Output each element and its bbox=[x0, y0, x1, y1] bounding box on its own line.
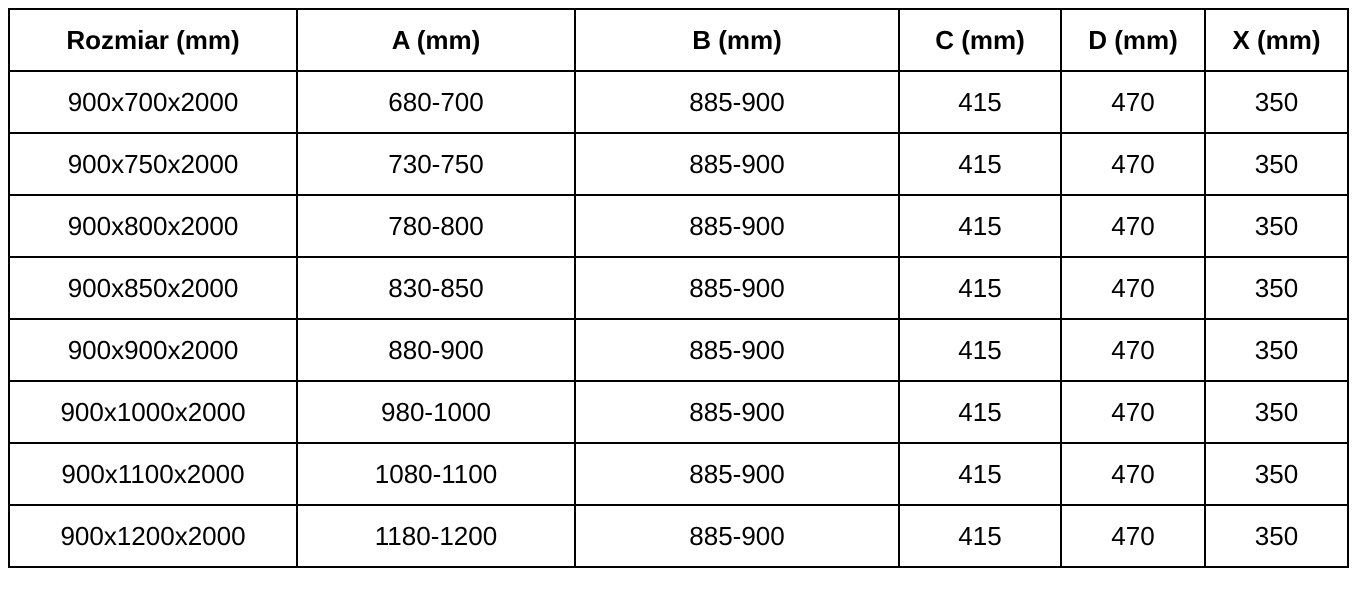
cell-size: 900x1000x2000 bbox=[8, 380, 298, 444]
cell-size: 900x900x2000 bbox=[8, 318, 298, 382]
cell-b: 885-900 bbox=[574, 70, 900, 134]
cell-b: 885-900 bbox=[574, 132, 900, 196]
cell-d: 470 bbox=[1060, 194, 1206, 258]
cell-b: 885-900 bbox=[574, 380, 900, 444]
cell-c: 415 bbox=[898, 132, 1062, 196]
header-d: D (mm) bbox=[1060, 8, 1206, 72]
cell-b: 885-900 bbox=[574, 442, 900, 506]
cell-c: 415 bbox=[898, 504, 1062, 568]
cell-b: 885-900 bbox=[574, 256, 900, 320]
cell-b: 885-900 bbox=[574, 318, 900, 382]
header-size: Rozmiar (mm) bbox=[8, 8, 298, 72]
cell-c: 415 bbox=[898, 442, 1062, 506]
cell-c: 415 bbox=[898, 318, 1062, 382]
cell-x: 350 bbox=[1204, 442, 1349, 506]
cell-b: 885-900 bbox=[574, 504, 900, 568]
header-b: B (mm) bbox=[574, 8, 900, 72]
cell-a: 730-750 bbox=[296, 132, 576, 196]
cell-a: 980-1000 bbox=[296, 380, 576, 444]
header-x: X (mm) bbox=[1204, 8, 1349, 72]
header-c: C (mm) bbox=[898, 8, 1062, 72]
dimensions-table: Rozmiar (mm) A (mm) B (mm) C (mm) D (mm)… bbox=[8, 8, 1349, 568]
cell-x: 350 bbox=[1204, 504, 1349, 568]
cell-size: 900x700x2000 bbox=[8, 70, 298, 134]
cell-d: 470 bbox=[1060, 70, 1206, 134]
table-row: 900x1100x2000 1080-1100 885-900 415 470 350 bbox=[8, 442, 1349, 506]
cell-a: 880-900 bbox=[296, 318, 576, 382]
table-row: 900x750x2000 730-750 885-900 415 470 350 bbox=[8, 132, 1349, 196]
table-row: 900x900x2000 880-900 885-900 415 470 350 bbox=[8, 318, 1349, 382]
cell-size: 900x1200x2000 bbox=[8, 504, 298, 568]
cell-c: 415 bbox=[898, 256, 1062, 320]
cell-d: 470 bbox=[1060, 380, 1206, 444]
cell-d: 470 bbox=[1060, 256, 1206, 320]
cell-x: 350 bbox=[1204, 318, 1349, 382]
cell-a: 680-700 bbox=[296, 70, 576, 134]
cell-b: 885-900 bbox=[574, 194, 900, 258]
table-row: 900x700x2000 680-700 885-900 415 470 350 bbox=[8, 70, 1349, 134]
cell-c: 415 bbox=[898, 194, 1062, 258]
cell-c: 415 bbox=[898, 380, 1062, 444]
cell-d: 470 bbox=[1060, 318, 1206, 382]
table-row: 900x1000x2000 980-1000 885-900 415 470 350 bbox=[8, 380, 1349, 444]
header-row: Rozmiar (mm) A (mm) B (mm) C (mm) D (mm)… bbox=[8, 8, 1349, 72]
header-a: A (mm) bbox=[296, 8, 576, 72]
cell-size: 900x850x2000 bbox=[8, 256, 298, 320]
cell-x: 350 bbox=[1204, 380, 1349, 444]
table-row: 900x1200x2000 1180-1200 885-900 415 470 350 bbox=[8, 504, 1349, 568]
cell-d: 470 bbox=[1060, 504, 1206, 568]
table-row: 900x850x2000 830-850 885-900 415 470 350 bbox=[8, 256, 1349, 320]
cell-d: 470 bbox=[1060, 132, 1206, 196]
cell-a: 780-800 bbox=[296, 194, 576, 258]
cell-d: 470 bbox=[1060, 442, 1206, 506]
cell-size: 900x750x2000 bbox=[8, 132, 298, 196]
cell-size: 900x1100x2000 bbox=[8, 442, 298, 506]
table-row: 900x800x2000 780-800 885-900 415 470 350 bbox=[8, 194, 1349, 258]
cell-size: 900x800x2000 bbox=[8, 194, 298, 258]
cell-x: 350 bbox=[1204, 132, 1349, 196]
cell-c: 415 bbox=[898, 70, 1062, 134]
cell-a: 1180-1200 bbox=[296, 504, 576, 568]
cell-x: 350 bbox=[1204, 194, 1349, 258]
cell-a: 1080-1100 bbox=[296, 442, 576, 506]
cell-a: 830-850 bbox=[296, 256, 576, 320]
cell-x: 350 bbox=[1204, 70, 1349, 134]
cell-x: 350 bbox=[1204, 256, 1349, 320]
